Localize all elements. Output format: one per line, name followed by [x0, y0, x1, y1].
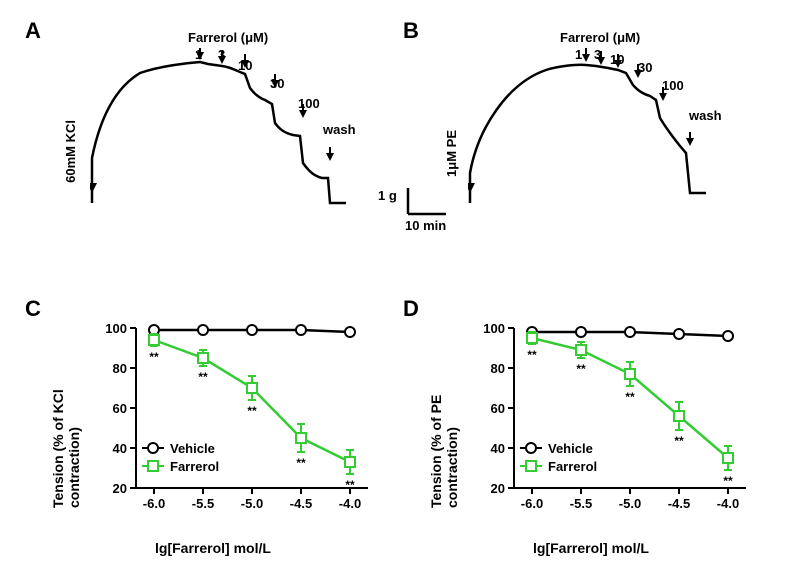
- svg-text:80: 80: [113, 361, 127, 376]
- svg-text:**: **: [247, 404, 257, 418]
- svg-text:**: **: [296, 456, 306, 470]
- svg-text:Farrerol: Farrerol: [548, 459, 597, 474]
- panel-b-dose-4: 100: [662, 78, 684, 93]
- panel-b-dose-3: 30: [638, 60, 652, 75]
- svg-text:60: 60: [113, 401, 127, 416]
- panel-a-label: A: [25, 18, 41, 44]
- svg-text:100: 100: [105, 321, 127, 336]
- svg-text:80: 80: [491, 361, 505, 376]
- panel-b-label: B: [403, 18, 419, 44]
- svg-text:**: **: [345, 478, 355, 492]
- panel-a-dose-3: 30: [270, 76, 284, 91]
- scale-x-label: 10 min: [405, 218, 446, 233]
- svg-text:20: 20: [491, 481, 505, 496]
- panel-a-dose-4: 100: [298, 96, 320, 111]
- panel-b-stimulus: 1μM PE: [444, 130, 459, 177]
- panel-b-dose-2: 10: [610, 52, 624, 67]
- svg-text:60: 60: [491, 401, 505, 416]
- svg-text:-5.0: -5.0: [241, 496, 263, 511]
- svg-text:-4.5: -4.5: [290, 496, 312, 511]
- svg-text:-5.5: -5.5: [570, 496, 592, 511]
- panel-b-trace: [468, 48, 718, 223]
- svg-text:40: 40: [491, 441, 505, 456]
- panel-b-dose-1: 3: [594, 47, 601, 62]
- svg-text:-5.5: -5.5: [192, 496, 214, 511]
- svg-text:-6.0: -6.0: [143, 496, 165, 511]
- svg-text:Farrerol: Farrerol: [170, 459, 219, 474]
- panel-a-dose-1: 3: [218, 47, 225, 62]
- panel-a-dose-2: 10: [238, 58, 252, 73]
- chart-c-xlabel: lg[Farrerol] mol/L: [155, 540, 271, 556]
- svg-text:Vehicle: Vehicle: [548, 441, 593, 456]
- svg-text:-5.0: -5.0: [619, 496, 641, 511]
- chart-c-ylabel: Tension (% of KCl contraction): [50, 320, 82, 508]
- panel-c-label: C: [25, 296, 41, 322]
- svg-text:**: **: [723, 474, 733, 488]
- panel-b-title: Farrerol (μM): [560, 30, 640, 45]
- svg-text:-6.0: -6.0: [521, 496, 543, 511]
- svg-text:-4.0: -4.0: [339, 496, 361, 511]
- chart-c-plot: 20 40 60 80 100 -6.0 -5.5 -5.0 -4.5 -4.0 ** ** ** ** *…: [98, 320, 378, 520]
- svg-text:**: **: [149, 350, 159, 364]
- svg-text:20: 20: [113, 481, 127, 496]
- panel-a-stimulus: 60mM KCl: [63, 120, 78, 183]
- svg-text:**: **: [674, 434, 684, 448]
- chart-d-plot: 20 40 60 80 100 -6.0 -5.5 -5.0 -4.5 -4.0 ** ** ** ** *…: [476, 320, 756, 520]
- panel-b-dose-5: wash: [689, 108, 722, 123]
- panel-b-dose-0: 1: [575, 47, 582, 62]
- svg-text:**: **: [576, 362, 586, 376]
- chart-d-xlabel: lg[Farrerol] mol/L: [533, 540, 649, 556]
- svg-text:**: **: [625, 390, 635, 404]
- panel-a-dose-0: 1: [195, 47, 202, 62]
- panel-a-title: Farrerol (μM): [188, 30, 268, 45]
- svg-text:100: 100: [483, 321, 505, 336]
- svg-text:**: **: [527, 348, 537, 362]
- svg-text:-4.5: -4.5: [668, 496, 690, 511]
- svg-text:-4.0: -4.0: [717, 496, 739, 511]
- svg-text:Vehicle: Vehicle: [170, 441, 215, 456]
- svg-text:**: **: [198, 370, 208, 384]
- panel-a-dose-5: wash: [323, 122, 356, 137]
- chart-d-ylabel: Tension (% of PE contraction): [428, 320, 460, 508]
- panel-d-label: D: [403, 296, 419, 322]
- scale-y-label: 1 g: [378, 188, 397, 203]
- panel-a-trace: [90, 48, 360, 223]
- svg-text:40: 40: [113, 441, 127, 456]
